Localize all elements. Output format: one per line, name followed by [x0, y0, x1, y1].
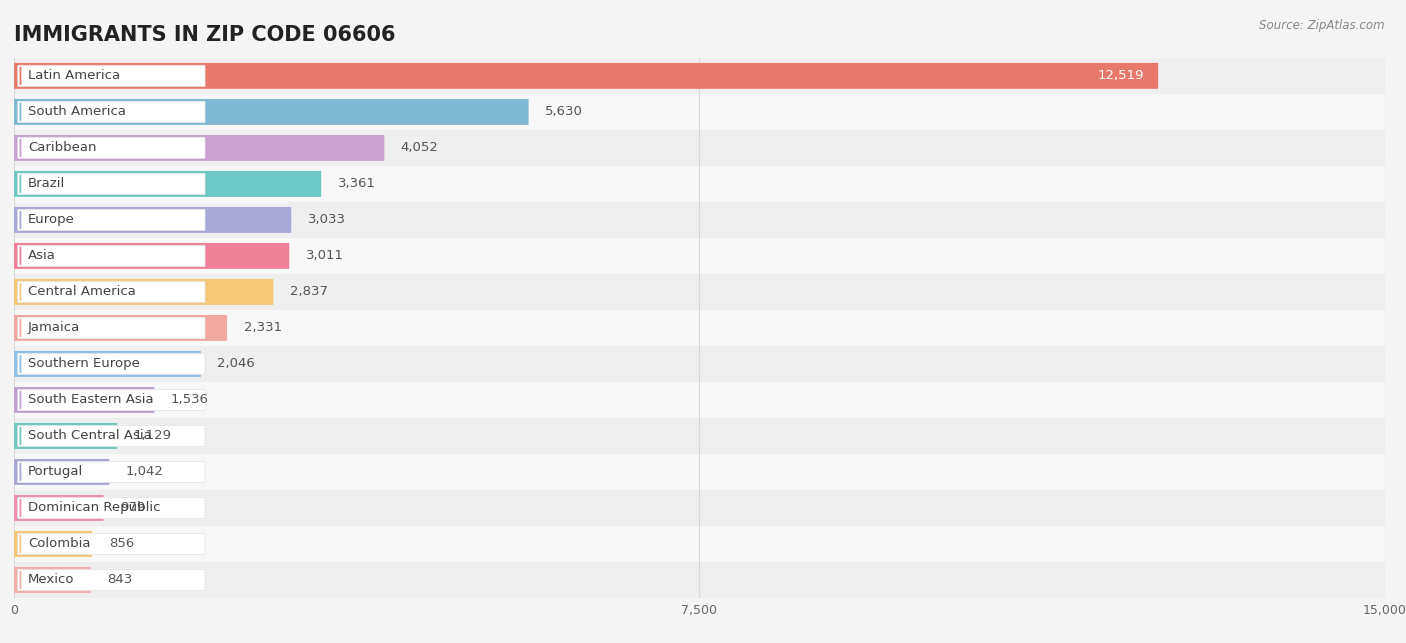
FancyBboxPatch shape	[18, 497, 205, 519]
FancyBboxPatch shape	[18, 173, 205, 195]
Bar	[14, 166, 1385, 202]
Text: Brazil: Brazil	[28, 177, 65, 190]
Text: 12,519: 12,519	[1098, 69, 1144, 82]
Text: Mexico: Mexico	[28, 574, 75, 586]
Text: 2,046: 2,046	[218, 358, 256, 370]
Bar	[14, 94, 1385, 130]
Text: Portugal: Portugal	[28, 466, 83, 478]
Text: 3,033: 3,033	[308, 213, 346, 226]
Bar	[14, 238, 1385, 274]
FancyBboxPatch shape	[18, 137, 205, 159]
Bar	[14, 562, 1385, 598]
FancyBboxPatch shape	[14, 531, 93, 557]
Text: Asia: Asia	[28, 249, 56, 262]
FancyBboxPatch shape	[18, 461, 205, 483]
FancyBboxPatch shape	[18, 533, 205, 555]
FancyBboxPatch shape	[14, 243, 290, 269]
Bar	[14, 418, 1385, 454]
FancyBboxPatch shape	[14, 495, 104, 521]
Text: Dominican Republic: Dominican Republic	[28, 502, 160, 514]
Text: 5,630: 5,630	[546, 105, 583, 118]
FancyBboxPatch shape	[18, 65, 205, 87]
Text: 1,042: 1,042	[125, 466, 163, 478]
Text: 3,361: 3,361	[337, 177, 375, 190]
Text: 4,052: 4,052	[401, 141, 439, 154]
Text: Jamaica: Jamaica	[28, 322, 80, 334]
Text: IMMIGRANTS IN ZIP CODE 06606: IMMIGRANTS IN ZIP CODE 06606	[14, 25, 395, 45]
FancyBboxPatch shape	[18, 317, 205, 339]
Text: 979: 979	[120, 502, 145, 514]
Text: South Eastern Asia: South Eastern Asia	[28, 394, 153, 406]
FancyBboxPatch shape	[14, 423, 117, 449]
FancyBboxPatch shape	[18, 353, 205, 375]
FancyBboxPatch shape	[14, 387, 155, 413]
Text: Central America: Central America	[28, 285, 136, 298]
FancyBboxPatch shape	[14, 207, 291, 233]
FancyBboxPatch shape	[14, 351, 201, 377]
Text: 2,331: 2,331	[243, 322, 281, 334]
Text: Caribbean: Caribbean	[28, 141, 97, 154]
FancyBboxPatch shape	[18, 425, 205, 447]
FancyBboxPatch shape	[18, 245, 205, 267]
Text: 1,536: 1,536	[172, 394, 209, 406]
FancyBboxPatch shape	[14, 99, 529, 125]
Text: Europe: Europe	[28, 213, 75, 226]
FancyBboxPatch shape	[14, 135, 384, 161]
FancyBboxPatch shape	[14, 279, 273, 305]
Bar	[14, 454, 1385, 490]
FancyBboxPatch shape	[14, 171, 321, 197]
Text: South America: South America	[28, 105, 125, 118]
Bar	[14, 58, 1385, 94]
FancyBboxPatch shape	[14, 63, 1159, 89]
Bar	[14, 346, 1385, 382]
FancyBboxPatch shape	[18, 569, 205, 591]
Text: South Central Asia: South Central Asia	[28, 430, 152, 442]
Bar	[14, 490, 1385, 526]
Text: Latin America: Latin America	[28, 69, 120, 82]
Text: 3,011: 3,011	[305, 249, 343, 262]
FancyBboxPatch shape	[18, 389, 205, 411]
FancyBboxPatch shape	[14, 459, 110, 485]
Bar	[14, 382, 1385, 418]
FancyBboxPatch shape	[18, 209, 205, 231]
FancyBboxPatch shape	[18, 281, 205, 303]
Bar	[14, 130, 1385, 166]
Text: Source: ZipAtlas.com: Source: ZipAtlas.com	[1260, 19, 1385, 32]
FancyBboxPatch shape	[14, 315, 228, 341]
Text: Southern Europe: Southern Europe	[28, 358, 139, 370]
Text: 1,129: 1,129	[134, 430, 172, 442]
Bar	[14, 274, 1385, 310]
Bar	[14, 526, 1385, 562]
Text: 843: 843	[107, 574, 132, 586]
Text: 856: 856	[108, 538, 134, 550]
FancyBboxPatch shape	[14, 567, 91, 593]
Bar	[14, 202, 1385, 238]
Text: 2,837: 2,837	[290, 285, 328, 298]
Text: Colombia: Colombia	[28, 538, 90, 550]
FancyBboxPatch shape	[18, 101, 205, 123]
Bar	[14, 310, 1385, 346]
